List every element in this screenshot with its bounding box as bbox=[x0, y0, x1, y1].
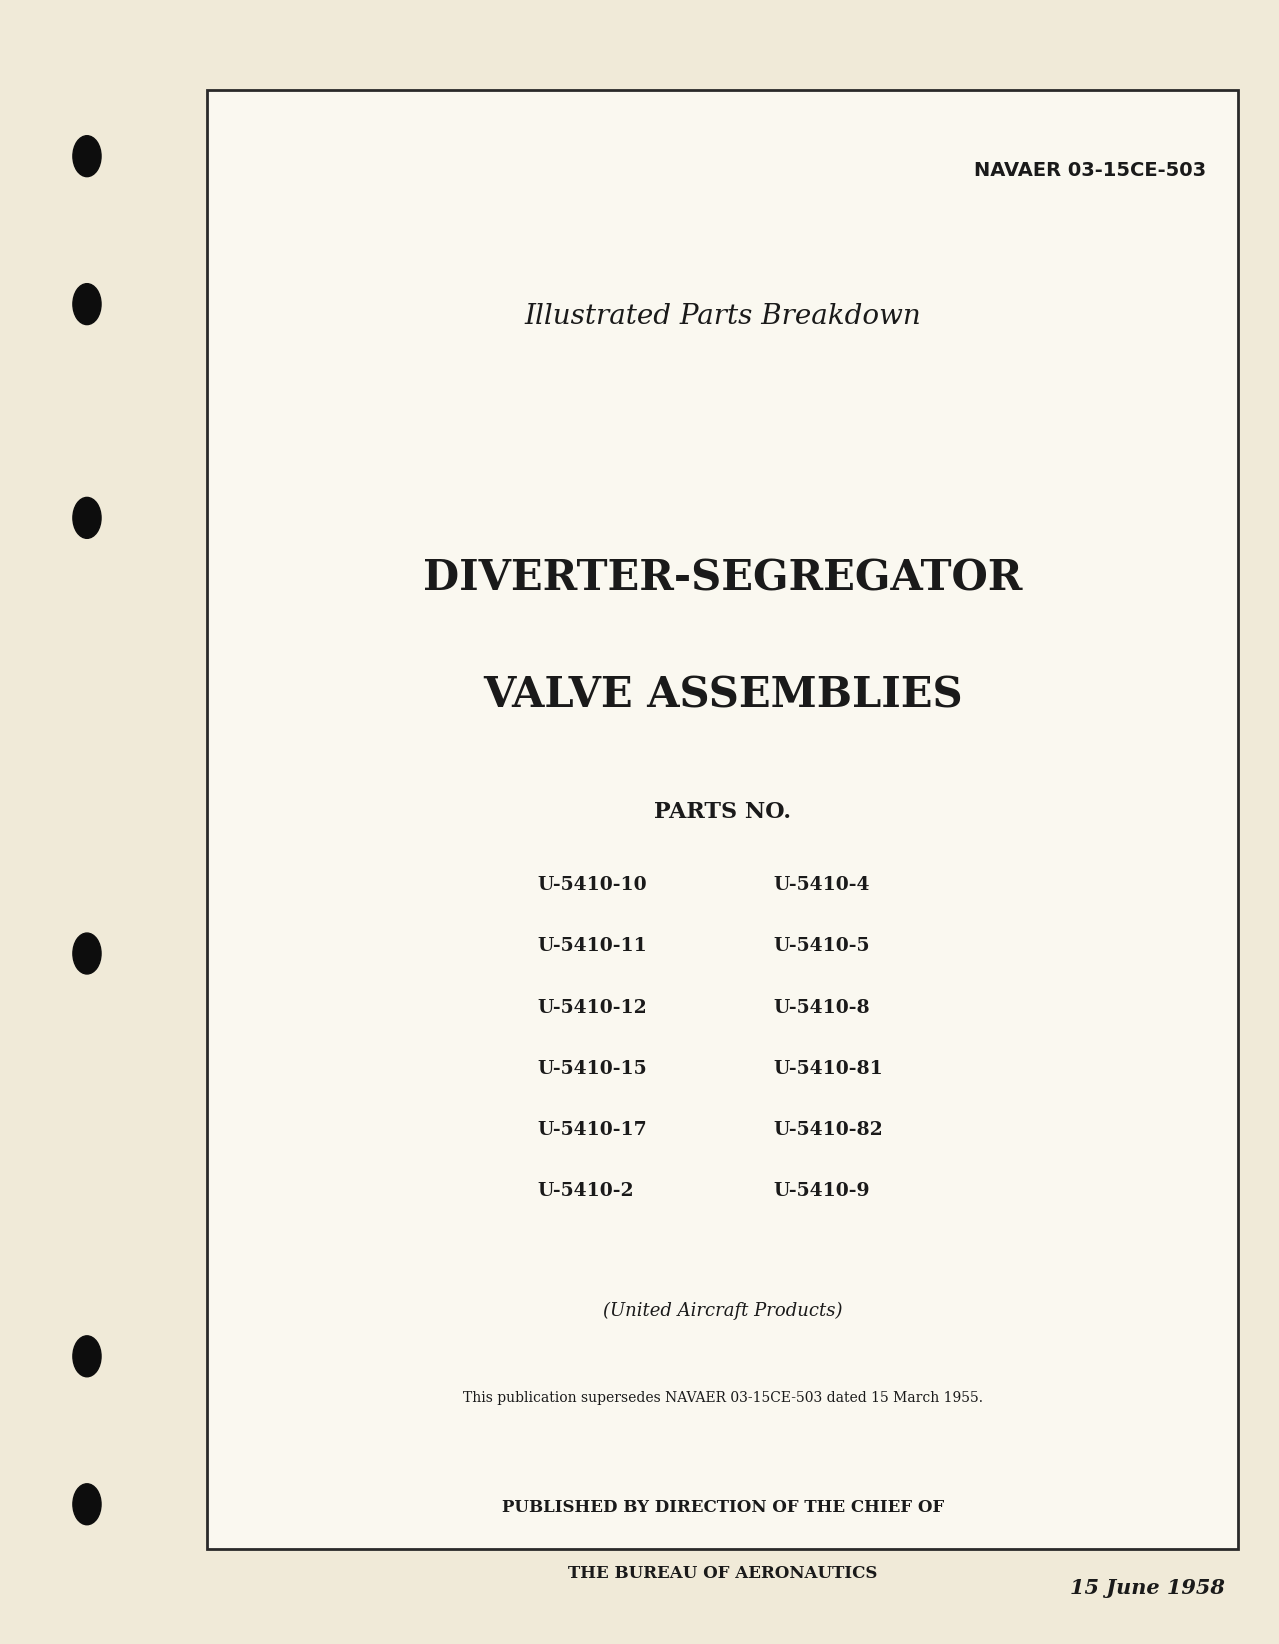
Text: (United Aircraft Products): (United Aircraft Products) bbox=[602, 1302, 843, 1320]
Text: U-5410-5: U-5410-5 bbox=[774, 937, 870, 955]
Text: 15 June 1958: 15 June 1958 bbox=[1071, 1578, 1225, 1598]
Text: U-5410-10: U-5410-10 bbox=[537, 876, 647, 894]
Ellipse shape bbox=[73, 284, 101, 324]
Ellipse shape bbox=[73, 1485, 101, 1524]
Text: U-5410-8: U-5410-8 bbox=[774, 998, 871, 1016]
Ellipse shape bbox=[73, 136, 101, 176]
Text: U-5410-81: U-5410-81 bbox=[774, 1060, 884, 1078]
Text: U-5410-17: U-5410-17 bbox=[537, 1121, 647, 1139]
Text: VALVE ASSEMBLIES: VALVE ASSEMBLIES bbox=[482, 674, 962, 717]
Ellipse shape bbox=[73, 498, 101, 538]
Text: PUBLISHED BY DIRECTION OF THE CHIEF OF: PUBLISHED BY DIRECTION OF THE CHIEF OF bbox=[501, 1499, 944, 1516]
Text: This publication supersedes NAVAER 03-15CE-503 dated 15 March 1955.: This publication supersedes NAVAER 03-15… bbox=[463, 1391, 982, 1406]
Text: U-5410-4: U-5410-4 bbox=[774, 876, 870, 894]
FancyBboxPatch shape bbox=[207, 90, 1238, 1549]
Text: U-5410-82: U-5410-82 bbox=[774, 1121, 884, 1139]
Text: U-5410-15: U-5410-15 bbox=[537, 1060, 647, 1078]
Text: Illustrated Parts Breakdown: Illustrated Parts Breakdown bbox=[524, 302, 921, 330]
Text: U-5410-2: U-5410-2 bbox=[537, 1182, 633, 1200]
Text: U-5410-12: U-5410-12 bbox=[537, 998, 647, 1016]
Text: NAVAER 03-15CE-503: NAVAER 03-15CE-503 bbox=[975, 161, 1206, 181]
Ellipse shape bbox=[73, 1337, 101, 1376]
Text: U-5410-9: U-5410-9 bbox=[774, 1182, 870, 1200]
Ellipse shape bbox=[73, 934, 101, 973]
Text: PARTS NO.: PARTS NO. bbox=[654, 801, 792, 824]
Text: THE BUREAU OF AERONAUTICS: THE BUREAU OF AERONAUTICS bbox=[568, 1565, 877, 1582]
Text: U-5410-11: U-5410-11 bbox=[537, 937, 647, 955]
Text: DIVERTER-SEGREGATOR: DIVERTER-SEGREGATOR bbox=[423, 557, 1022, 600]
